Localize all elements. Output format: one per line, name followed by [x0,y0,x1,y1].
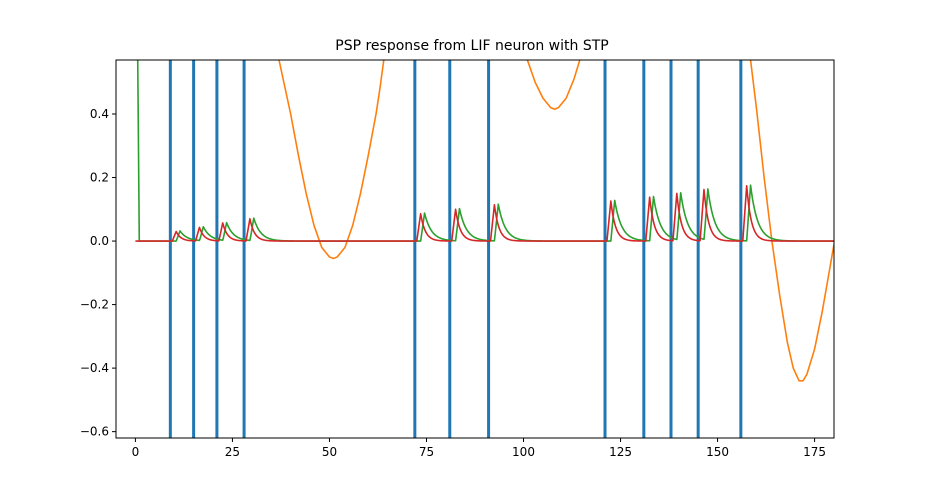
y-tick-label: −0.2 [80,298,109,312]
x-tick-label: 150 [706,445,729,459]
y-tick-label: −0.6 [80,425,109,439]
y-tick-label: 0.2 [90,171,109,185]
y-tick-label: 0.4 [90,107,109,121]
x-tick-label: 50 [322,445,337,459]
series-line-0 [749,60,834,382]
plot-area [135,60,834,438]
series-line-2 [135,184,834,242]
plot-frame [115,59,835,439]
y-tick-label: −0.4 [80,361,109,375]
series-line-1 [136,60,834,242]
x-axis: 0 25 50 75 100 125 150 175 [132,438,826,459]
y-tick-label: 0.0 [90,234,109,248]
chart-title: PSP response from LIF neuron with STP [335,38,608,54]
x-tick-label: 25 [225,445,240,459]
x-tick-label: 75 [419,445,434,459]
x-tick-label: 100 [512,445,535,459]
series-line-0 [526,60,581,111]
series-line-0 [278,60,385,260]
x-tick-label: 0 [132,445,140,459]
x-tick-label: 125 [609,445,632,459]
x-tick-label: 175 [803,445,826,459]
y-axis: −0.6 −0.4 −0.2 0.0 0.2 0.4 [80,107,116,439]
